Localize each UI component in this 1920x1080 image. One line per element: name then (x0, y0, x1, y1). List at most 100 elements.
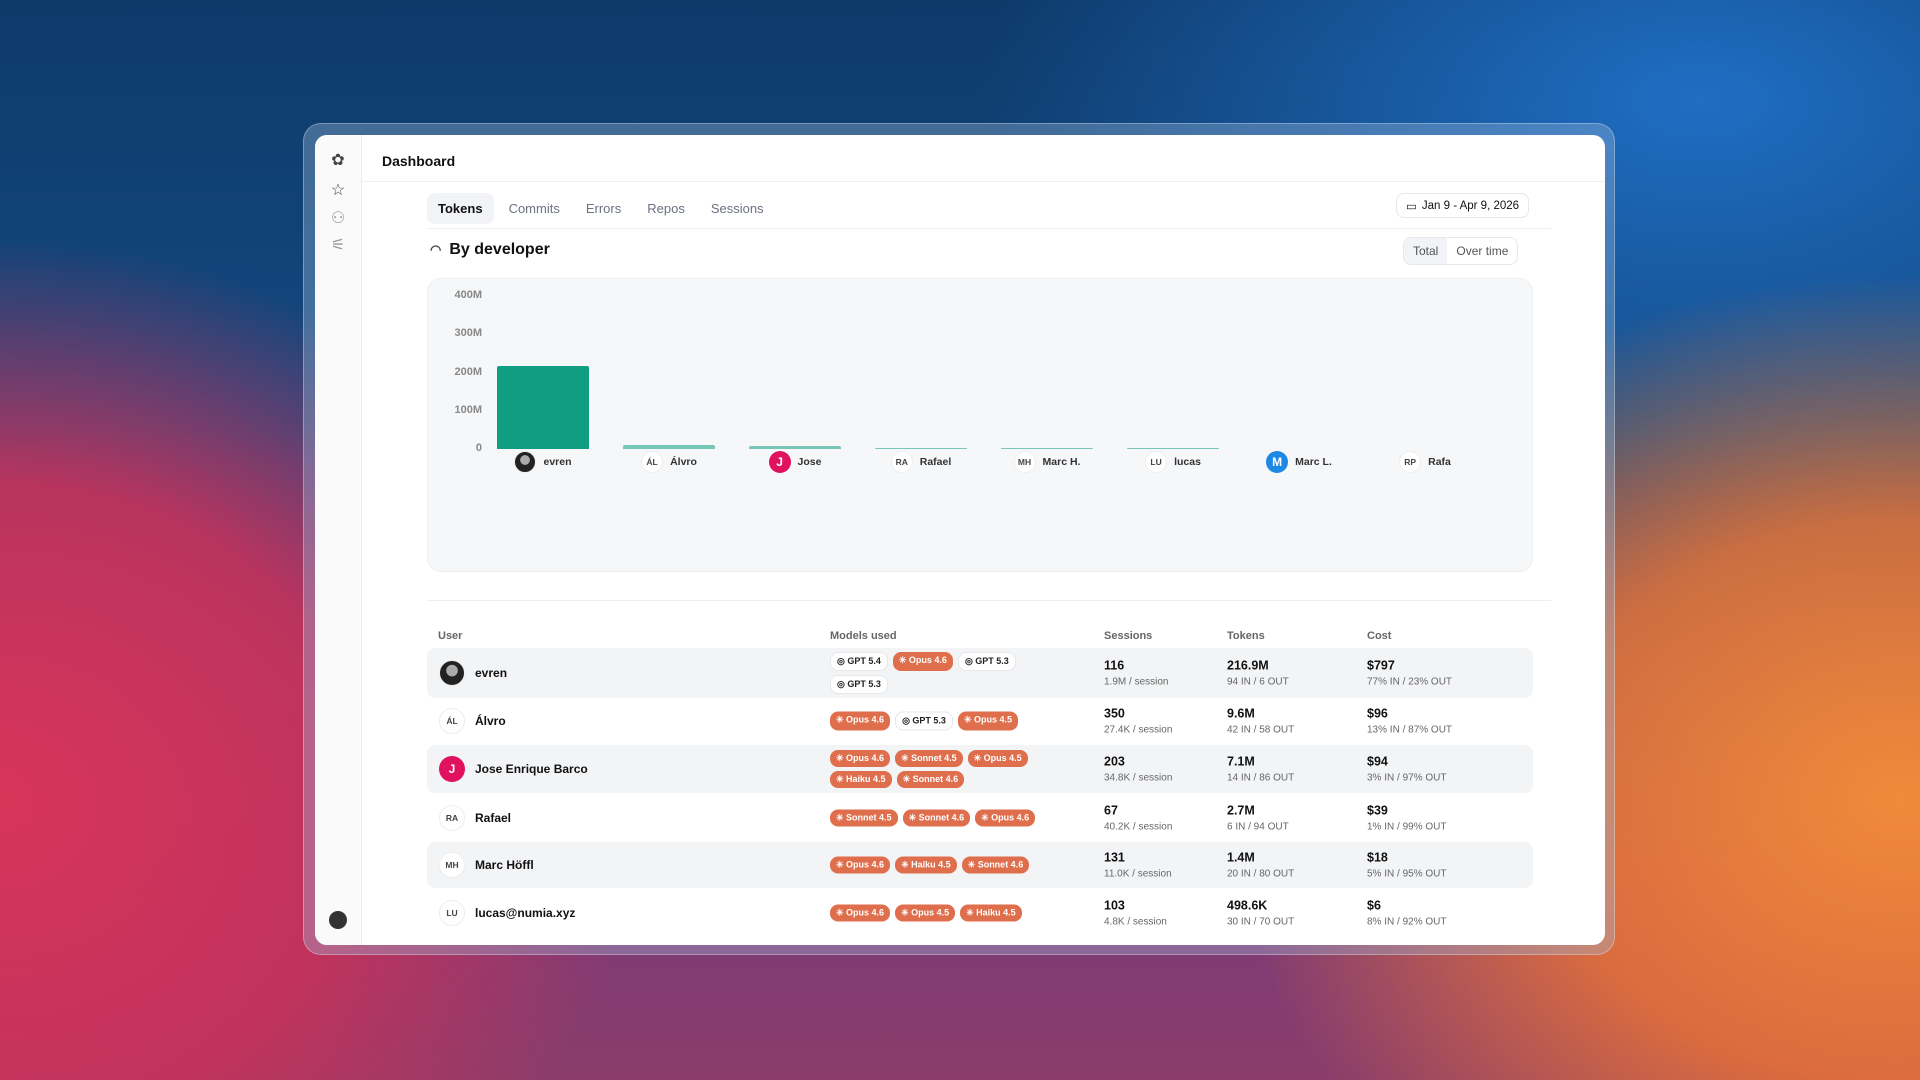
model-name: Sonnet 4.6 (912, 774, 959, 784)
table-row[interactable]: RA Rafael ✳ Sonnet 4.5 ✳ Sonnet 4.6 ✳ Opus 4… (427, 795, 1533, 840)
avatar: MH (439, 852, 465, 878)
col-header-user: User (438, 630, 463, 642)
cost-split-value: 13% IN / 87% OUT (1367, 724, 1453, 736)
model-name: Opus 4.5 (983, 753, 1022, 763)
bar-rafael[interactable] (875, 447, 967, 449)
anthropic-icon: ✳ (967, 859, 978, 870)
cost-value: $39 (1367, 803, 1388, 817)
cost-cell: $797 77% IN / 23% OUT (1367, 659, 1452, 688)
x-label-text: Rafael (919, 456, 952, 468)
bar-jose[interactable] (749, 446, 841, 449)
models-cell: ✳ Sonnet 4.5 ✳ Sonnet 4.6 ✳ Opus 4.6 (830, 809, 1060, 826)
user-name: Rafael (475, 810, 512, 825)
openai-icon: ◎ (837, 656, 848, 666)
table-row[interactable]: ÁL Álvro ✳ Opus 4.6 ◎ GPT 5.3 ✳ Opus 4.5 350 2… (427, 700, 1533, 742)
divider (362, 181, 1605, 182)
logo-icon[interactable]: ✿ (331, 152, 345, 169)
user-avatar[interactable] (327, 909, 349, 931)
cost-split-value: 3% IN / 97% OUT (1367, 772, 1447, 784)
user-cell: evren (439, 660, 507, 686)
per-session-value: 1.9M / session (1104, 676, 1169, 688)
table-row[interactable]: MH Marc Höffl ✳ Opus 4.6 ✳ Haiku 4.5 ✳ Sonne… (427, 842, 1533, 888)
cost-split-value: 5% IN / 95% OUT (1367, 868, 1447, 880)
sliders-icon[interactable]: ⚟ (330, 237, 346, 254)
cost-cell: $6 8% IN / 92% OUT (1367, 898, 1446, 927)
model-name: Haiku 4.5 (911, 859, 951, 870)
avatar: M (1266, 451, 1289, 473)
bar-evren[interactable] (497, 366, 589, 449)
user-cell: J Jose Enrique Barco (439, 756, 588, 782)
tab-repos[interactable]: Repos (647, 201, 685, 216)
model-name: Haiku 4.5 (846, 774, 886, 784)
tab-sessions[interactable]: Sessions (710, 201, 764, 216)
token-split-value: 20 IN / 80 OUT (1227, 868, 1295, 880)
x-axis-label: ÁL Álvro (606, 451, 732, 473)
model-badge: ✳ Opus 4.6 (830, 750, 891, 767)
sessions-value: 350 (1104, 706, 1125, 721)
model-name: Opus 4.6 (846, 859, 885, 870)
bar-lvro[interactable] (623, 445, 715, 449)
col-header-sessions: Sessions (1104, 630, 1153, 642)
anthropic-icon: ✳ (898, 655, 909, 665)
anthropic-icon: ✳ (836, 812, 847, 822)
tab-commits[interactable]: Commits (508, 201, 560, 216)
table-row[interactable]: evren ◎ GPT 5.4 ✳ Opus 4.6 ◎ GPT 5.3 ◎ GPT 5… (427, 648, 1533, 698)
x-label-text: Álvro (670, 456, 697, 468)
star-icon[interactable]: ☆ (330, 182, 346, 199)
model-name: Opus 4.6 (846, 714, 885, 725)
tab-tokens[interactable]: Tokens (427, 193, 494, 224)
tokens-value: 9.6M (1227, 706, 1255, 721)
models-cell: ✳ Opus 4.6 ✳ Sonnet 4.5 ✳ Opus 4.5 ✳ Haiku … (830, 750, 1060, 788)
anthropic-icon: ✳ (901, 859, 912, 870)
date-range-picker[interactable]: ▭ Jan 9 - Apr 9, 2026 (1396, 193, 1530, 218)
toggle-over-time[interactable]: Over time (1456, 244, 1509, 258)
models-cell: ◎ GPT 5.4 ✳ Opus 4.6 ◎ GPT 5.3 ◎ GPT 5.3 (830, 652, 1060, 694)
bar-chart: 0 100M 200M 300M 400M evren ÁL Álvro J Jose RA Rafa… (427, 278, 1533, 572)
user-name: lucas@numia.xyz (475, 905, 576, 920)
bar-march[interactable] (1001, 447, 1093, 449)
model-name: GPT 5.3 (847, 679, 881, 689)
anthropic-icon: ✳ (966, 907, 977, 917)
model-name: Opus 4.6 (846, 753, 885, 763)
model-name: Opus 4.5 (973, 714, 1012, 725)
section-title: ◠ By developer (430, 241, 550, 259)
model-badge: ✳ Opus 4.5 (895, 904, 956, 921)
model-name: Sonnet 4.6 (918, 812, 965, 822)
sidebar: ✿ ☆ ⚇ ⚟ (315, 135, 362, 945)
avatar: J (439, 756, 465, 782)
anthropic-icon: ✳ (836, 753, 847, 763)
user-cell: MH Marc Höffl (439, 852, 534, 878)
sessions-cell: 131 11.0K / session (1104, 851, 1172, 880)
per-session-value: 4.8K / session (1104, 916, 1167, 927)
model-badge: ✳ Sonnet 4.6 (896, 771, 965, 788)
calendar-icon: ▭ (1406, 200, 1417, 213)
section-title-text: By developer (449, 241, 550, 258)
tab-errors[interactable]: Errors (585, 201, 622, 216)
cost-cell: $39 1% IN / 99% OUT (1367, 803, 1446, 832)
users-icon[interactable]: ⚇ (330, 210, 346, 227)
table-row[interactable]: LU lucas@numia.xyz ✳ Opus 4.6 ✳ Opus 4.5 ✳ H… (427, 890, 1533, 935)
sessions-cell: 116 1.9M / session (1104, 659, 1168, 688)
x-axis-label: RA Rafael (858, 451, 984, 473)
model-badge: ✳ Sonnet 4.6 (902, 809, 971, 826)
model-badge: ✳ Sonnet 4.5 (895, 750, 963, 767)
x-axis-label: RP Rafa (1362, 451, 1488, 473)
user-cell: LU lucas@numia.xyz (439, 899, 576, 926)
sessions-value: 103 (1104, 898, 1125, 912)
avatar: MH (1013, 451, 1036, 473)
openai-icon: ◎ (837, 679, 848, 689)
user-cell: ÁL Álvro (439, 708, 506, 734)
page-title: Dashboard (382, 153, 456, 169)
avatar: ÁL (439, 708, 465, 734)
x-label-text: Marc H. (1042, 456, 1081, 468)
y-tick-label: 200M (454, 365, 482, 378)
bar-lucas[interactable] (1127, 447, 1219, 449)
anthropic-icon: ✳ (901, 907, 912, 917)
model-badge: ◎ GPT 5.3 (830, 675, 888, 694)
table-row[interactable]: J Jose Enrique Barco ✳ Opus 4.6 ✳ Sonnet 4.… (427, 745, 1533, 793)
user-cell: RA Rafael (439, 804, 512, 831)
cost-value: $18 (1367, 850, 1388, 865)
view-toggle: Total Over time (1403, 237, 1519, 265)
tokens-cell: 2.7M 6 IN / 94 OUT (1227, 803, 1289, 832)
toggle-total[interactable]: Total (1404, 238, 1448, 264)
